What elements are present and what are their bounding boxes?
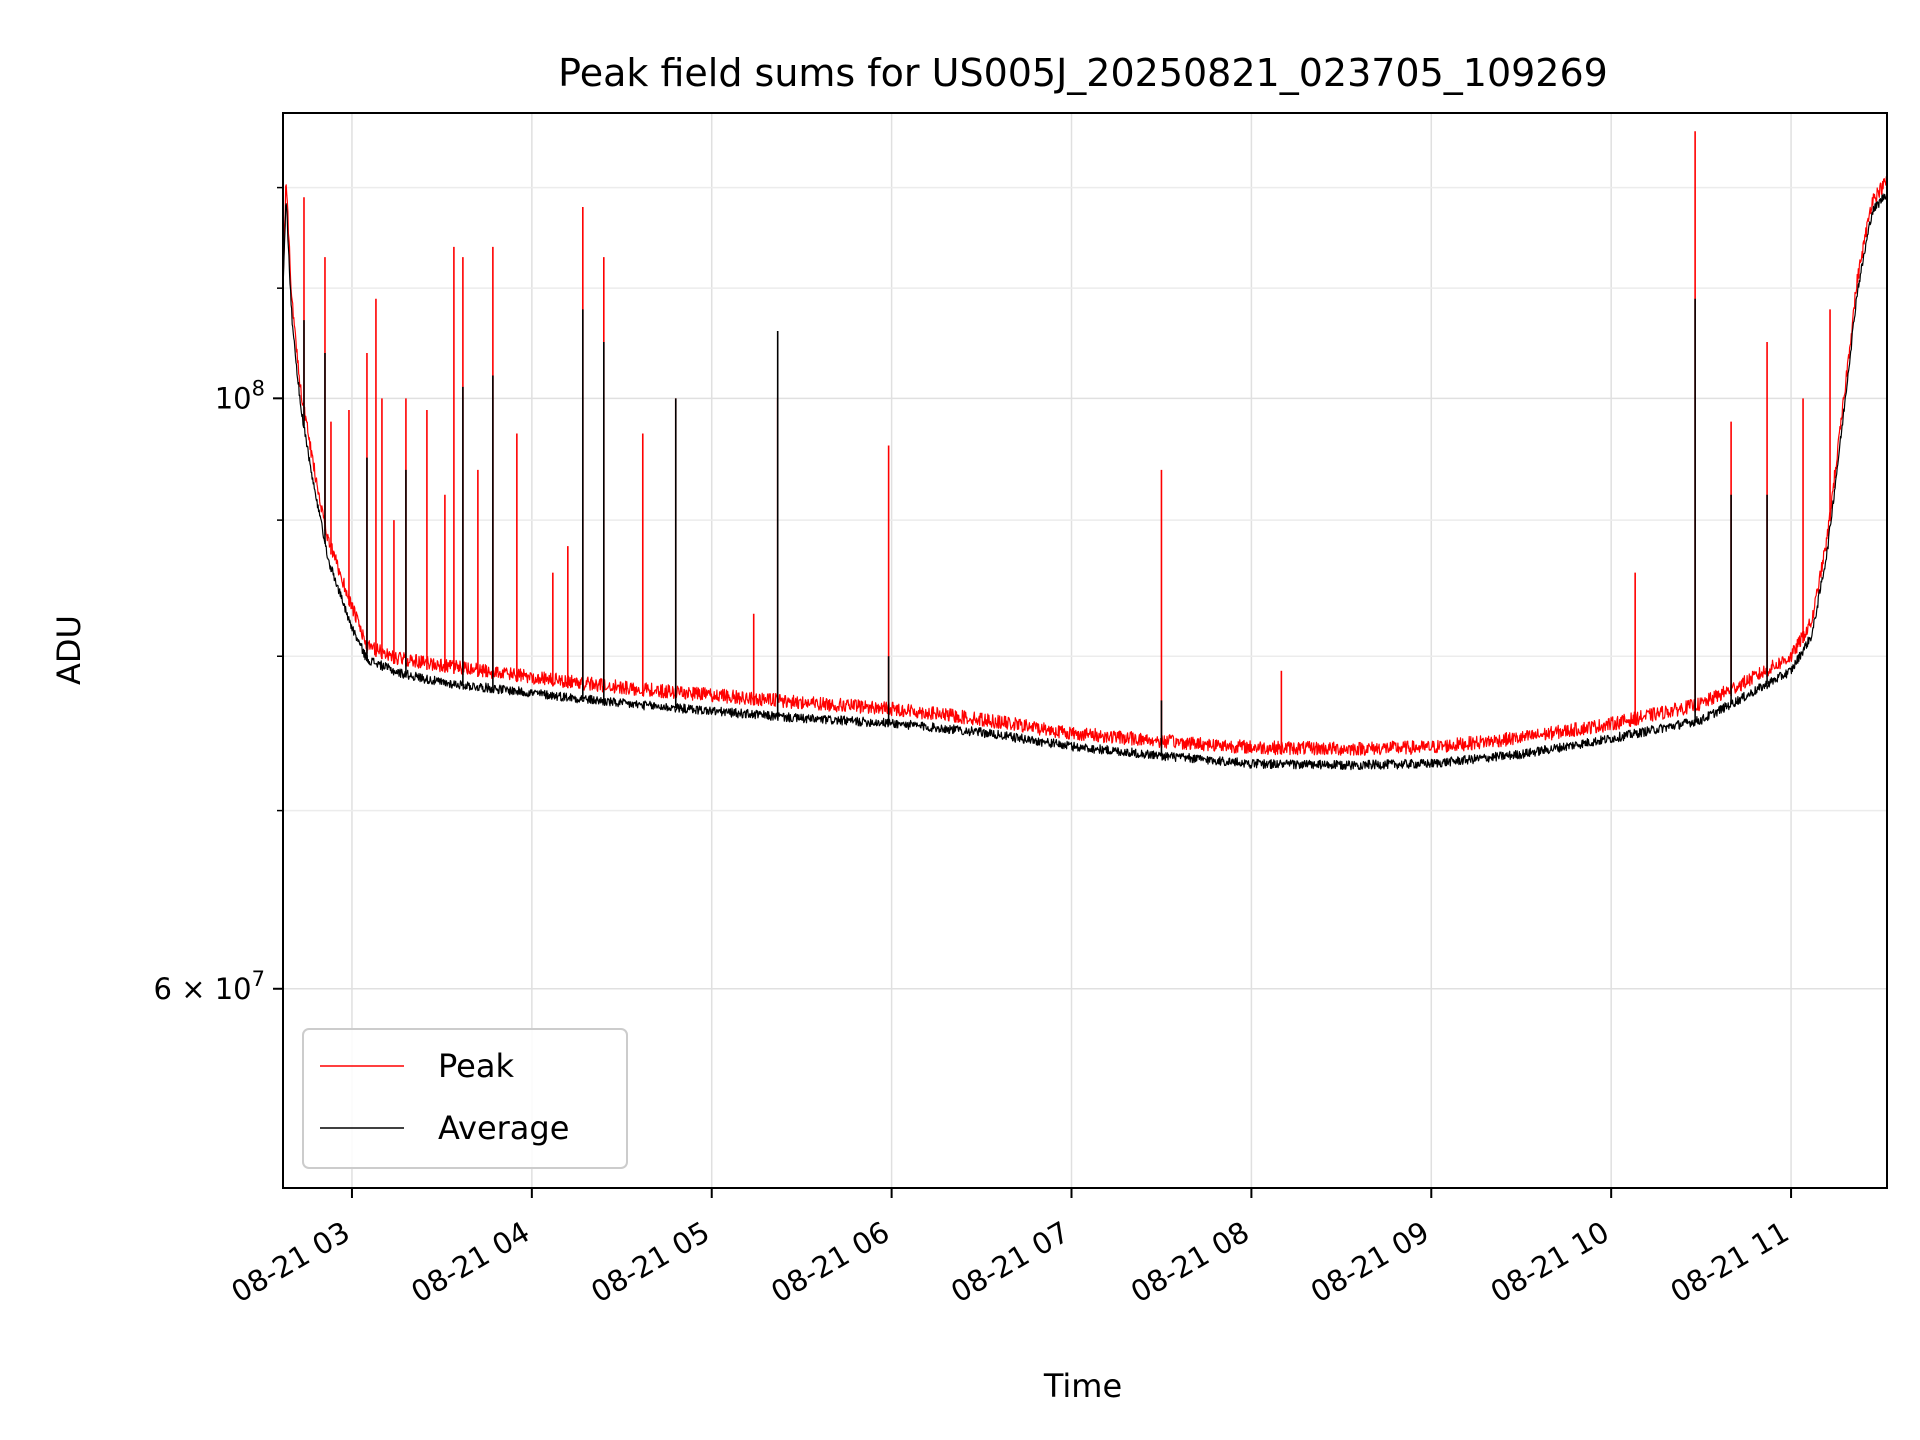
grid-lines <box>283 113 1887 1188</box>
legend-box <box>302 1028 628 1169</box>
legend: Peak Average <box>302 1028 628 1169</box>
y-tick-label: 108 <box>215 376 265 415</box>
chart-title: Peak field sums for US005J_20250821_0237… <box>558 51 1608 95</box>
y-axis: 108 6 × 107 <box>154 186 283 1006</box>
y-tick-label: 6 × 107 <box>154 967 265 1006</box>
legend-average-label: Average <box>438 1109 569 1147</box>
series-layer <box>282 131 1888 771</box>
y-axis-title: ADU <box>50 615 88 685</box>
legend-peak-label: Peak <box>438 1047 514 1085</box>
series-line-peak <box>282 176 1888 756</box>
x-axis-title: Time <box>1043 1367 1122 1405</box>
plot-frame <box>282 112 1888 1189</box>
series-line-average <box>282 191 1888 771</box>
